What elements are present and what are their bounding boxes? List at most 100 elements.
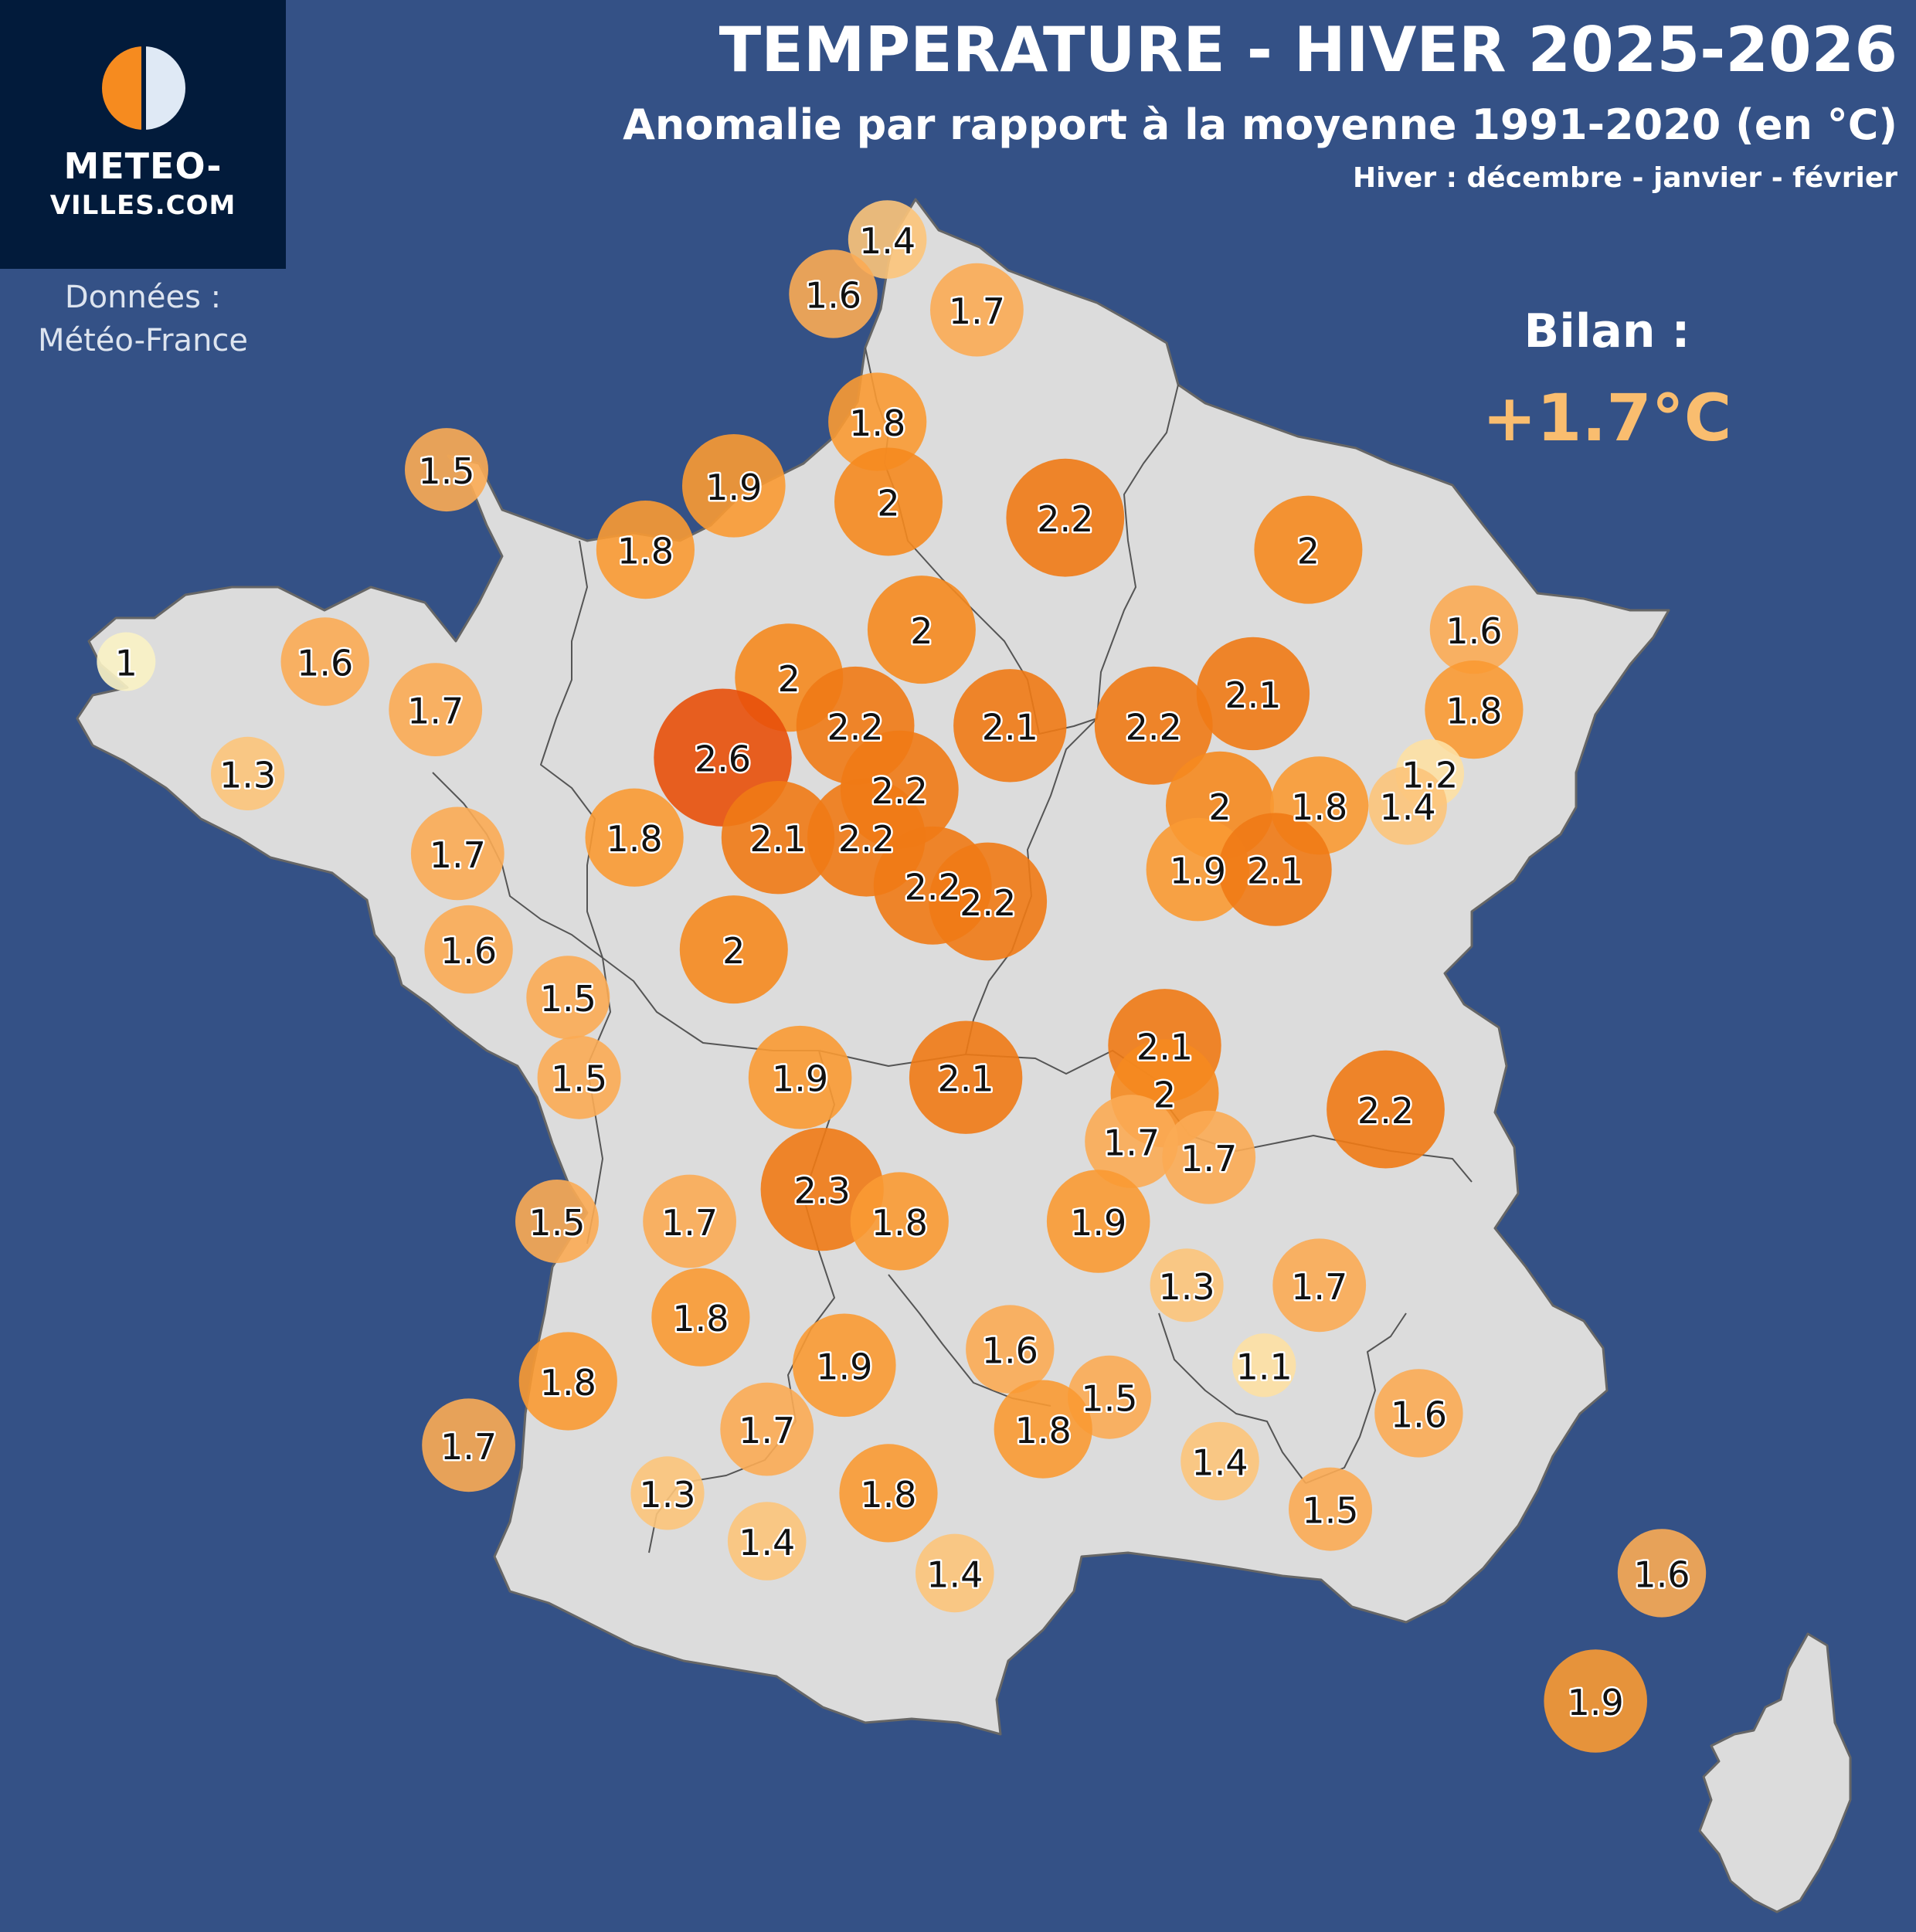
anomaly-value-label: 2.2 bbox=[1126, 706, 1182, 748]
map-subtitle: Anomalie par rapport à la moyenne 1991-2… bbox=[623, 100, 1897, 149]
anomaly-value-label: 2.6 bbox=[695, 739, 751, 780]
anomaly-value-label: 1.9 bbox=[1070, 1202, 1126, 1244]
anomaly-bubble bbox=[930, 263, 1024, 357]
anomaly-bubble bbox=[389, 663, 483, 756]
anomaly-bubble bbox=[1429, 585, 1519, 674]
anomaly-value-label: 2 bbox=[877, 483, 899, 525]
anomaly-bubble bbox=[953, 669, 1067, 783]
anomaly-value-label: 2 bbox=[778, 658, 800, 700]
anomaly-bubble bbox=[848, 200, 927, 279]
anomaly-value-label: 2.2 bbox=[905, 866, 961, 908]
anomaly-value-label: 1.8 bbox=[617, 531, 674, 572]
anomaly-bubble bbox=[679, 895, 788, 1004]
anomaly-bubble bbox=[1162, 1110, 1256, 1204]
corsica-shape bbox=[1698, 1632, 1852, 1913]
anomaly-bubble bbox=[1085, 1095, 1178, 1188]
anomaly-value-label: 1.7 bbox=[407, 691, 464, 732]
anomaly-bubble bbox=[1006, 458, 1125, 577]
anomaly-bubble bbox=[929, 842, 1048, 961]
anomaly-bubble bbox=[1146, 817, 1250, 922]
anomaly-bubble bbox=[1046, 1170, 1150, 1273]
anomaly-value-label: 2.1 bbox=[982, 706, 1038, 748]
anomaly-bubble bbox=[1327, 1050, 1445, 1169]
half-sun-icon bbox=[102, 46, 185, 130]
anomaly-value-label: 2.2 bbox=[1037, 498, 1093, 540]
anomaly-value-label: 1.7 bbox=[739, 1410, 795, 1452]
summary-label: Bilan : bbox=[1524, 304, 1690, 358]
anomaly-bubble bbox=[1272, 1238, 1367, 1333]
anomaly-bubble bbox=[526, 956, 610, 1040]
anomaly-bubble bbox=[721, 780, 835, 895]
summary-value: +1.7°C bbox=[1482, 380, 1732, 456]
anomaly-value-label: 1.8 bbox=[606, 818, 663, 860]
anomaly-value-label: 1.6 bbox=[1445, 610, 1502, 652]
season-note: Hiver : décembre - janvier - février bbox=[1352, 162, 1897, 194]
anomaly-value-label: 1.2 bbox=[1401, 754, 1458, 796]
map-title: TEMPERATURE - HIVER 2025-2026 bbox=[718, 14, 1897, 86]
anomaly-bubble bbox=[1218, 813, 1332, 926]
anomaly-bubble bbox=[850, 1172, 949, 1271]
anomaly-value-label: 1 bbox=[115, 643, 138, 684]
anomaly-value-label: 1.5 bbox=[551, 1058, 607, 1100]
anomaly-bubble bbox=[596, 501, 695, 599]
anomaly-value-label: 2.2 bbox=[838, 818, 895, 860]
anomaly-bubble bbox=[909, 1020, 1023, 1134]
anomaly-bubble bbox=[405, 428, 488, 512]
anomaly-value-label: 1.3 bbox=[219, 754, 276, 796]
anomaly-bubble bbox=[211, 736, 285, 810]
anomaly-value-label: 1.7 bbox=[949, 290, 1005, 332]
logo-panel[interactable]: METEO- VILLES.COM bbox=[0, 0, 286, 269]
anomaly-bubble bbox=[682, 434, 786, 538]
anomaly-value-label: 1.7 bbox=[1291, 1266, 1347, 1308]
anomaly-value-label: 1.8 bbox=[871, 1202, 928, 1244]
anomaly-bubble bbox=[720, 1382, 814, 1476]
anomaly-bubble bbox=[1289, 1467, 1372, 1551]
anomaly-bubble bbox=[537, 1035, 621, 1119]
anomaly-value-label: 1.8 bbox=[1015, 1410, 1072, 1452]
anomaly-bubble bbox=[1544, 1649, 1647, 1753]
anomaly-bubble bbox=[1150, 1248, 1224, 1323]
anomaly-bubble bbox=[828, 372, 927, 471]
anomaly-value-label: 1.8 bbox=[860, 1474, 916, 1516]
anomaly-value-label: 2 bbox=[1208, 786, 1231, 828]
anomaly-bubble bbox=[515, 1180, 599, 1263]
anomaly-value-label: 1.8 bbox=[540, 1362, 596, 1404]
anomaly-bubble bbox=[994, 1380, 1092, 1479]
anomaly-value-label: 2 bbox=[910, 610, 933, 652]
anomaly-bubble bbox=[643, 1174, 736, 1268]
anomaly-value-label: 1.9 bbox=[772, 1058, 828, 1100]
anomaly-value-label: 2.1 bbox=[1225, 674, 1281, 716]
anomaly-bubble bbox=[834, 447, 943, 556]
anomaly-bubble bbox=[1254, 495, 1363, 604]
anomaly-value-label: 1.9 bbox=[816, 1346, 872, 1387]
anomaly-value-label: 1.5 bbox=[1081, 1378, 1137, 1420]
anomaly-bubbles: 1.4 1.7 1.6 1.8 2.2 2 1.5 1.9 2 1.8 1.6 2 1.8 2.1 1 1.6… bbox=[97, 200, 1707, 1753]
source-label: Données : bbox=[64, 280, 222, 315]
source-name: Météo-France bbox=[37, 323, 249, 358]
anomaly-bubble bbox=[966, 1305, 1055, 1394]
anomaly-value-label: 1.7 bbox=[440, 1426, 497, 1468]
anomaly-bubble bbox=[916, 1533, 994, 1613]
logo-text-line1: METEO- bbox=[63, 145, 223, 187]
anomaly-value-label: 1.5 bbox=[1302, 1490, 1358, 1532]
anomaly-bubble bbox=[748, 1025, 852, 1129]
anomaly-bubble bbox=[727, 1502, 807, 1581]
anomaly-value-label: 2.2 bbox=[827, 706, 884, 748]
anomaly-value-label: 1.5 bbox=[528, 1202, 585, 1244]
anomaly-bubble bbox=[518, 1332, 617, 1431]
anomaly-bubble bbox=[651, 1268, 750, 1367]
anomaly-bubble bbox=[1617, 1529, 1707, 1618]
anomaly-bubble bbox=[1196, 637, 1310, 751]
anomaly-value-label: 2.3 bbox=[794, 1170, 851, 1212]
anomaly-bubble bbox=[793, 1313, 896, 1418]
anomaly-value-label: 1.9 bbox=[705, 467, 762, 508]
anomaly-bubble bbox=[585, 788, 684, 887]
anomaly-value-label: 1.9 bbox=[1170, 851, 1226, 892]
anomaly-bubble bbox=[867, 576, 976, 684]
anomaly-value-label: 1.9 bbox=[1568, 1682, 1624, 1723]
anomaly-value-label: 2 bbox=[1297, 531, 1320, 572]
anomaly-value-label: 1.4 bbox=[1191, 1442, 1248, 1484]
anomaly-value-label: 1.6 bbox=[805, 274, 861, 316]
anomaly-value-label: 1.6 bbox=[1633, 1553, 1690, 1595]
